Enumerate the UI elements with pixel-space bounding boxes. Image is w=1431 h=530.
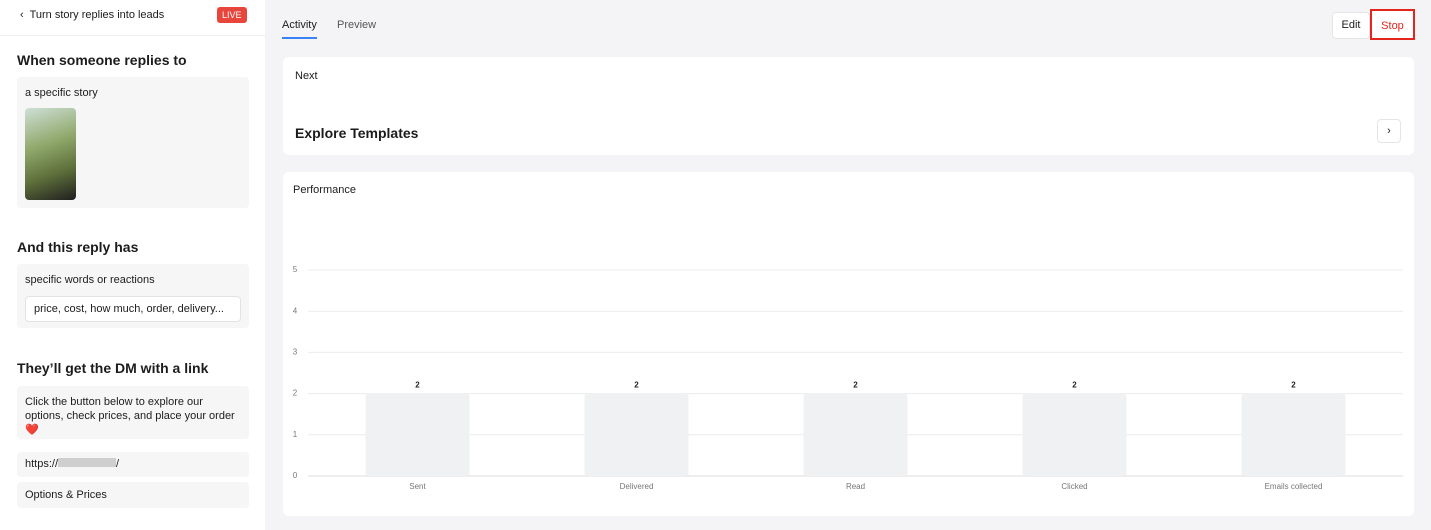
y-tick-label: 5 [293, 265, 298, 274]
open-templates[interactable]: › [1377, 119, 1401, 143]
value-label: 2 [1291, 381, 1296, 390]
performance-title: Performance [293, 184, 356, 196]
section-heading: They’ll get the DM with a link [17, 360, 209, 376]
trigger-card: a specific story [17, 77, 249, 208]
divider [0, 35, 265, 36]
link-row: https:// / [17, 452, 249, 477]
bar [365, 393, 470, 476]
edit-button[interactable]: Edit [1332, 12, 1370, 39]
x-tick-label: Emails collected [1265, 482, 1323, 491]
dm-button[interactable]: Options & Prices [17, 482, 249, 508]
story-thumbnail[interactable] [25, 108, 76, 200]
redacted [58, 458, 117, 467]
dm-message: Click the button below to explore our op… [17, 386, 249, 439]
bar [1022, 393, 1127, 476]
condition-card: specific words or reactions price, cost,… [17, 264, 249, 328]
y-tick-label: 4 [293, 306, 298, 315]
bar [803, 393, 908, 476]
y-tick-label: 2 [293, 389, 298, 398]
value-label: 2 [853, 381, 858, 390]
section-heading: And this reply has [17, 239, 139, 255]
bar [584, 393, 689, 476]
link-suffix: / [116, 458, 120, 470]
section-heading: When someone replies to [17, 52, 187, 68]
next-card: Next Explore Templates › [283, 57, 1414, 155]
value-label: 2 [634, 381, 639, 390]
live-badge: LIVE [217, 7, 247, 23]
x-tick-label: Delivered [620, 482, 654, 491]
x-tick-label: Sent [409, 482, 426, 491]
templates-title: Explore Templates [295, 125, 419, 141]
link-prefix: https:// [25, 458, 59, 470]
y-tick-label: 0 [293, 471, 298, 480]
chart: 0 1 2 3 4 5 Sent 2 Delivered 2 Read 2 Clicked 2 Emails… [293, 265, 1403, 491]
tab-active[interactable]: Activity [282, 19, 317, 39]
y-tick-label: 3 [293, 348, 298, 357]
back-title: Turn story replies into leads [29, 9, 165, 21]
x-tick-label: Clicked [1061, 482, 1087, 491]
back-link[interactable]: ‹ Turn story replies into leads [20, 9, 165, 21]
next-label: Next [295, 70, 318, 82]
condition-label: specific words or reactions [25, 274, 155, 286]
x-tick-label: Read [846, 482, 865, 491]
y-tick-label: 1 [293, 430, 298, 439]
stop-button[interactable]: Stop [1370, 9, 1415, 40]
bar [1241, 393, 1346, 476]
performance-card: Performance 0 1 2 3 4 5 Sent 2 Delivered 2 Read 2 Cl… [283, 172, 1414, 516]
tab[interactable]: Preview [337, 19, 377, 31]
trigger-label: a specific story [25, 87, 98, 99]
keywords: price, cost, how much, order, delivery..… [25, 296, 241, 322]
value-label: 2 [415, 381, 420, 390]
sidebar: ‹ Turn story replies into leads LIVE Whe… [0, 0, 265, 530]
value-label: 2 [1072, 381, 1077, 390]
